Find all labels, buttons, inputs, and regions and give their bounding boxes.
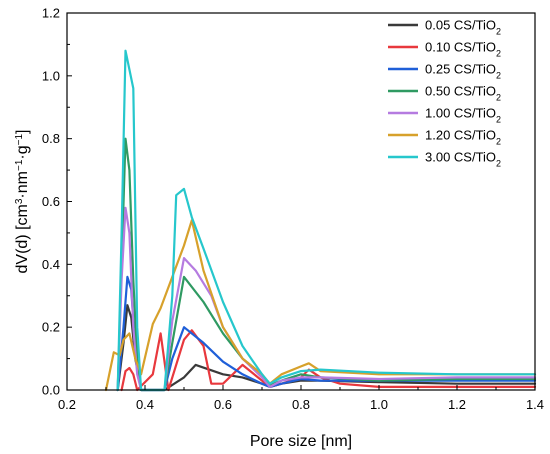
y-axis-title-part: ·g	[14, 145, 31, 159]
legend-label-text: 0.10 CS/TiO	[425, 40, 496, 55]
legend-label-subscript: 2	[496, 71, 501, 81]
y-axis-title-part: ]	[14, 130, 31, 134]
legend-label-3: 0.50 CS/TiO2	[425, 84, 501, 103]
legend-label-text: 1.20 CS/TiO	[425, 128, 496, 143]
legend-label-text: 3.00 CS/TiO	[425, 150, 496, 165]
legend-label-subscript: 2	[496, 49, 501, 59]
series-line-6	[116, 49, 537, 392]
x-tick-label: 0.4	[136, 397, 154, 412]
x-tick-label: 0.6	[214, 397, 232, 412]
legend-label-6: 3.00 CS/TiO2	[425, 150, 501, 169]
legend-label-subscript: 2	[496, 159, 501, 169]
legend-label-text: 0.05 CS/TiO	[425, 18, 496, 33]
y-axis-title-part: dV(d) [cm	[14, 204, 31, 273]
y-tick-label: 0.2	[42, 320, 60, 335]
y-tick-label: 1.0	[42, 68, 60, 83]
legend-label-2: 0.25 CS/TiO2	[425, 62, 501, 81]
legend-label-subscript: 2	[496, 137, 501, 147]
series-line-5	[104, 219, 537, 392]
legend-label-subscript: 2	[496, 93, 501, 103]
legend-label-text: 0.50 CS/TiO	[425, 84, 496, 99]
x-tick-label: 1.0	[370, 397, 388, 412]
y-tick-label: 1.2	[42, 6, 60, 21]
y-tick-label: 0.0	[42, 383, 60, 398]
legend-label-subscript: 2	[496, 115, 501, 125]
legend-label-0: 0.05 CS/TiO2	[425, 18, 501, 37]
y-axis-title-superscript: −1	[14, 159, 25, 171]
legend-label-subscript: 2	[496, 27, 501, 37]
x-tick-label: 1.4	[526, 397, 544, 412]
y-tick-label: 0.8	[42, 131, 60, 146]
y-tick-label: 0.4	[42, 257, 60, 272]
x-tick-label: 1.2	[448, 397, 466, 412]
series-layer	[104, 49, 537, 392]
y-axis-title-part: ·nm	[14, 171, 31, 199]
series-line-4	[116, 206, 537, 392]
legend-label-text: 1.00 CS/TiO	[425, 106, 496, 121]
y-axis-title-superscript: 3	[14, 198, 25, 204]
ticks-layer: 0.2 0.4 0.6 0.8 1.0 1.2 1.40.00.20.40.60.81.01…	[42, 6, 544, 413]
x-axis-title: Pore size [nm]	[250, 433, 352, 450]
legend-label-5: 1.20 CS/TiO2	[425, 128, 501, 147]
legend-label-text: 0.25 CS/TiO	[425, 62, 496, 77]
legend-label-1: 0.10 CS/TiO2	[425, 40, 501, 59]
plot-area: 0.2 0.4 0.6 0.8 1.0 1.2 1.40.00.20.40.60.81.01…	[42, 6, 544, 413]
x-tick-label: 0.8	[292, 397, 310, 412]
y-tick-label: 0.6	[42, 194, 60, 209]
legend-label-4: 1.00 CS/TiO2	[425, 106, 501, 125]
x-tick-label: 0.2	[58, 397, 76, 412]
y-axis-title-superscript: −1	[14, 134, 25, 146]
y-axis-title: dV(d) [cm3·nm−1·g−1]	[14, 130, 32, 274]
